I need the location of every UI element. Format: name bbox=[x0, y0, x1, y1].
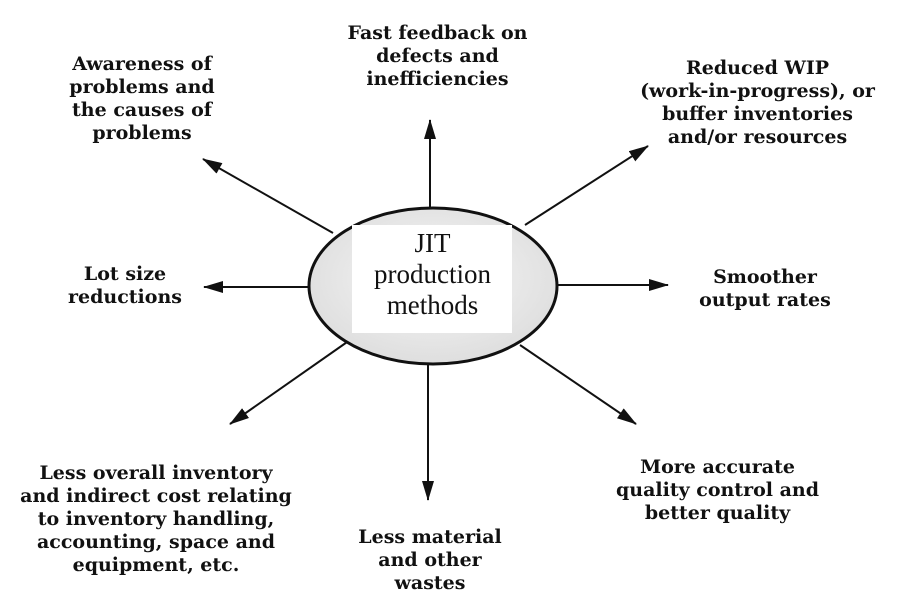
outcome-less-inventory: Less overall inventory and indirect cost… bbox=[20, 462, 292, 576]
outcome-quality-control: More accurate quality control and better… bbox=[615, 456, 820, 524]
outcome-reduced-wip: Reduced WIP (work-in-progress), or buffe… bbox=[640, 57, 875, 148]
outcome-lot-size: Lot size reductions bbox=[68, 263, 182, 308]
center-label-box bbox=[352, 225, 512, 333]
arrow-to-reduced-wip bbox=[524, 145, 649, 226]
outcome-smoother-output: Smoother output rates bbox=[699, 266, 831, 311]
outcome-awareness: Awareness of problems and the causes of … bbox=[69, 53, 215, 144]
center-title: JIT production methods bbox=[374, 228, 491, 320]
arrow-to-quality-control bbox=[519, 344, 637, 425]
outcome-less-waste: Less material and other wastes bbox=[358, 526, 502, 594]
arrow-to-less-inventory bbox=[229, 339, 351, 425]
arrow-to-awareness bbox=[202, 158, 334, 234]
outcome-fast-feedback: Fast feedback on defects and inefficienc… bbox=[347, 22, 528, 90]
